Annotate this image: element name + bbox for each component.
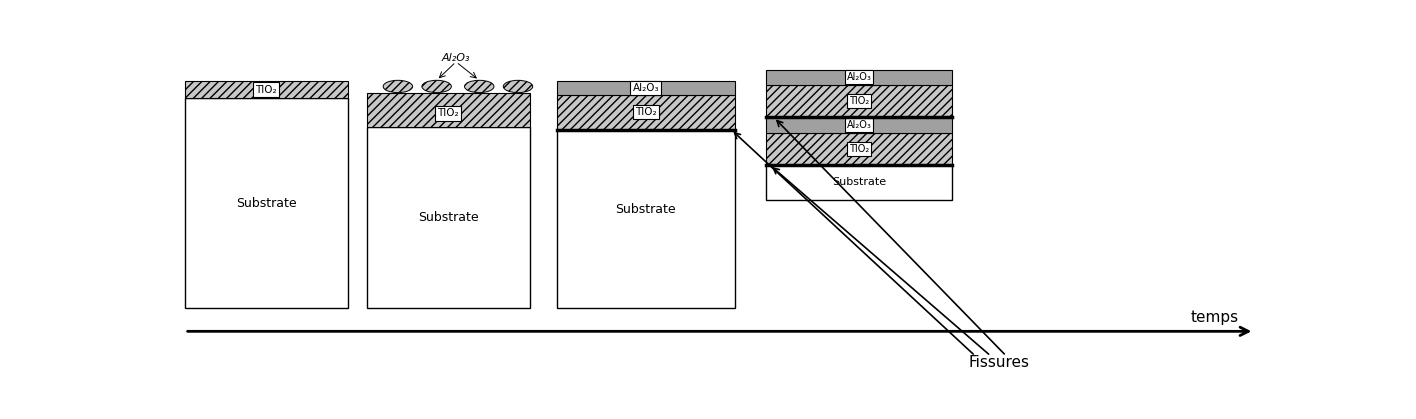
Bar <box>766 70 952 85</box>
Bar <box>556 129 735 308</box>
Bar <box>184 98 347 308</box>
Text: Substrate: Substrate <box>616 204 677 217</box>
Bar <box>184 81 347 98</box>
Bar <box>766 165 952 200</box>
Text: TIO₂: TIO₂ <box>848 144 869 154</box>
Text: Substrate: Substrate <box>236 197 296 210</box>
Ellipse shape <box>384 80 412 93</box>
Text: Al₂O₃: Al₂O₃ <box>847 72 871 82</box>
Bar <box>766 133 952 165</box>
Ellipse shape <box>503 80 532 93</box>
Text: Substrate: Substrate <box>833 177 886 187</box>
Text: TIO₂: TIO₂ <box>634 107 657 117</box>
Text: Al₂O₃: Al₂O₃ <box>633 83 660 93</box>
Text: Substrate: Substrate <box>418 211 479 224</box>
Text: Fissures: Fissures <box>969 354 1029 370</box>
Text: Al₂O₃: Al₂O₃ <box>847 120 871 130</box>
Ellipse shape <box>464 80 494 93</box>
Bar <box>556 81 735 95</box>
Ellipse shape <box>422 80 452 93</box>
Bar <box>556 95 735 129</box>
Bar <box>367 93 530 127</box>
Bar <box>766 117 952 133</box>
Text: TIO₂: TIO₂ <box>848 96 869 106</box>
Text: Al₂O₃: Al₂O₃ <box>442 53 470 63</box>
Bar <box>766 85 952 117</box>
Text: TIO₂: TIO₂ <box>438 109 459 119</box>
Text: temps: temps <box>1191 310 1239 325</box>
Bar <box>367 127 530 308</box>
Text: TIO₂: TIO₂ <box>255 85 278 95</box>
